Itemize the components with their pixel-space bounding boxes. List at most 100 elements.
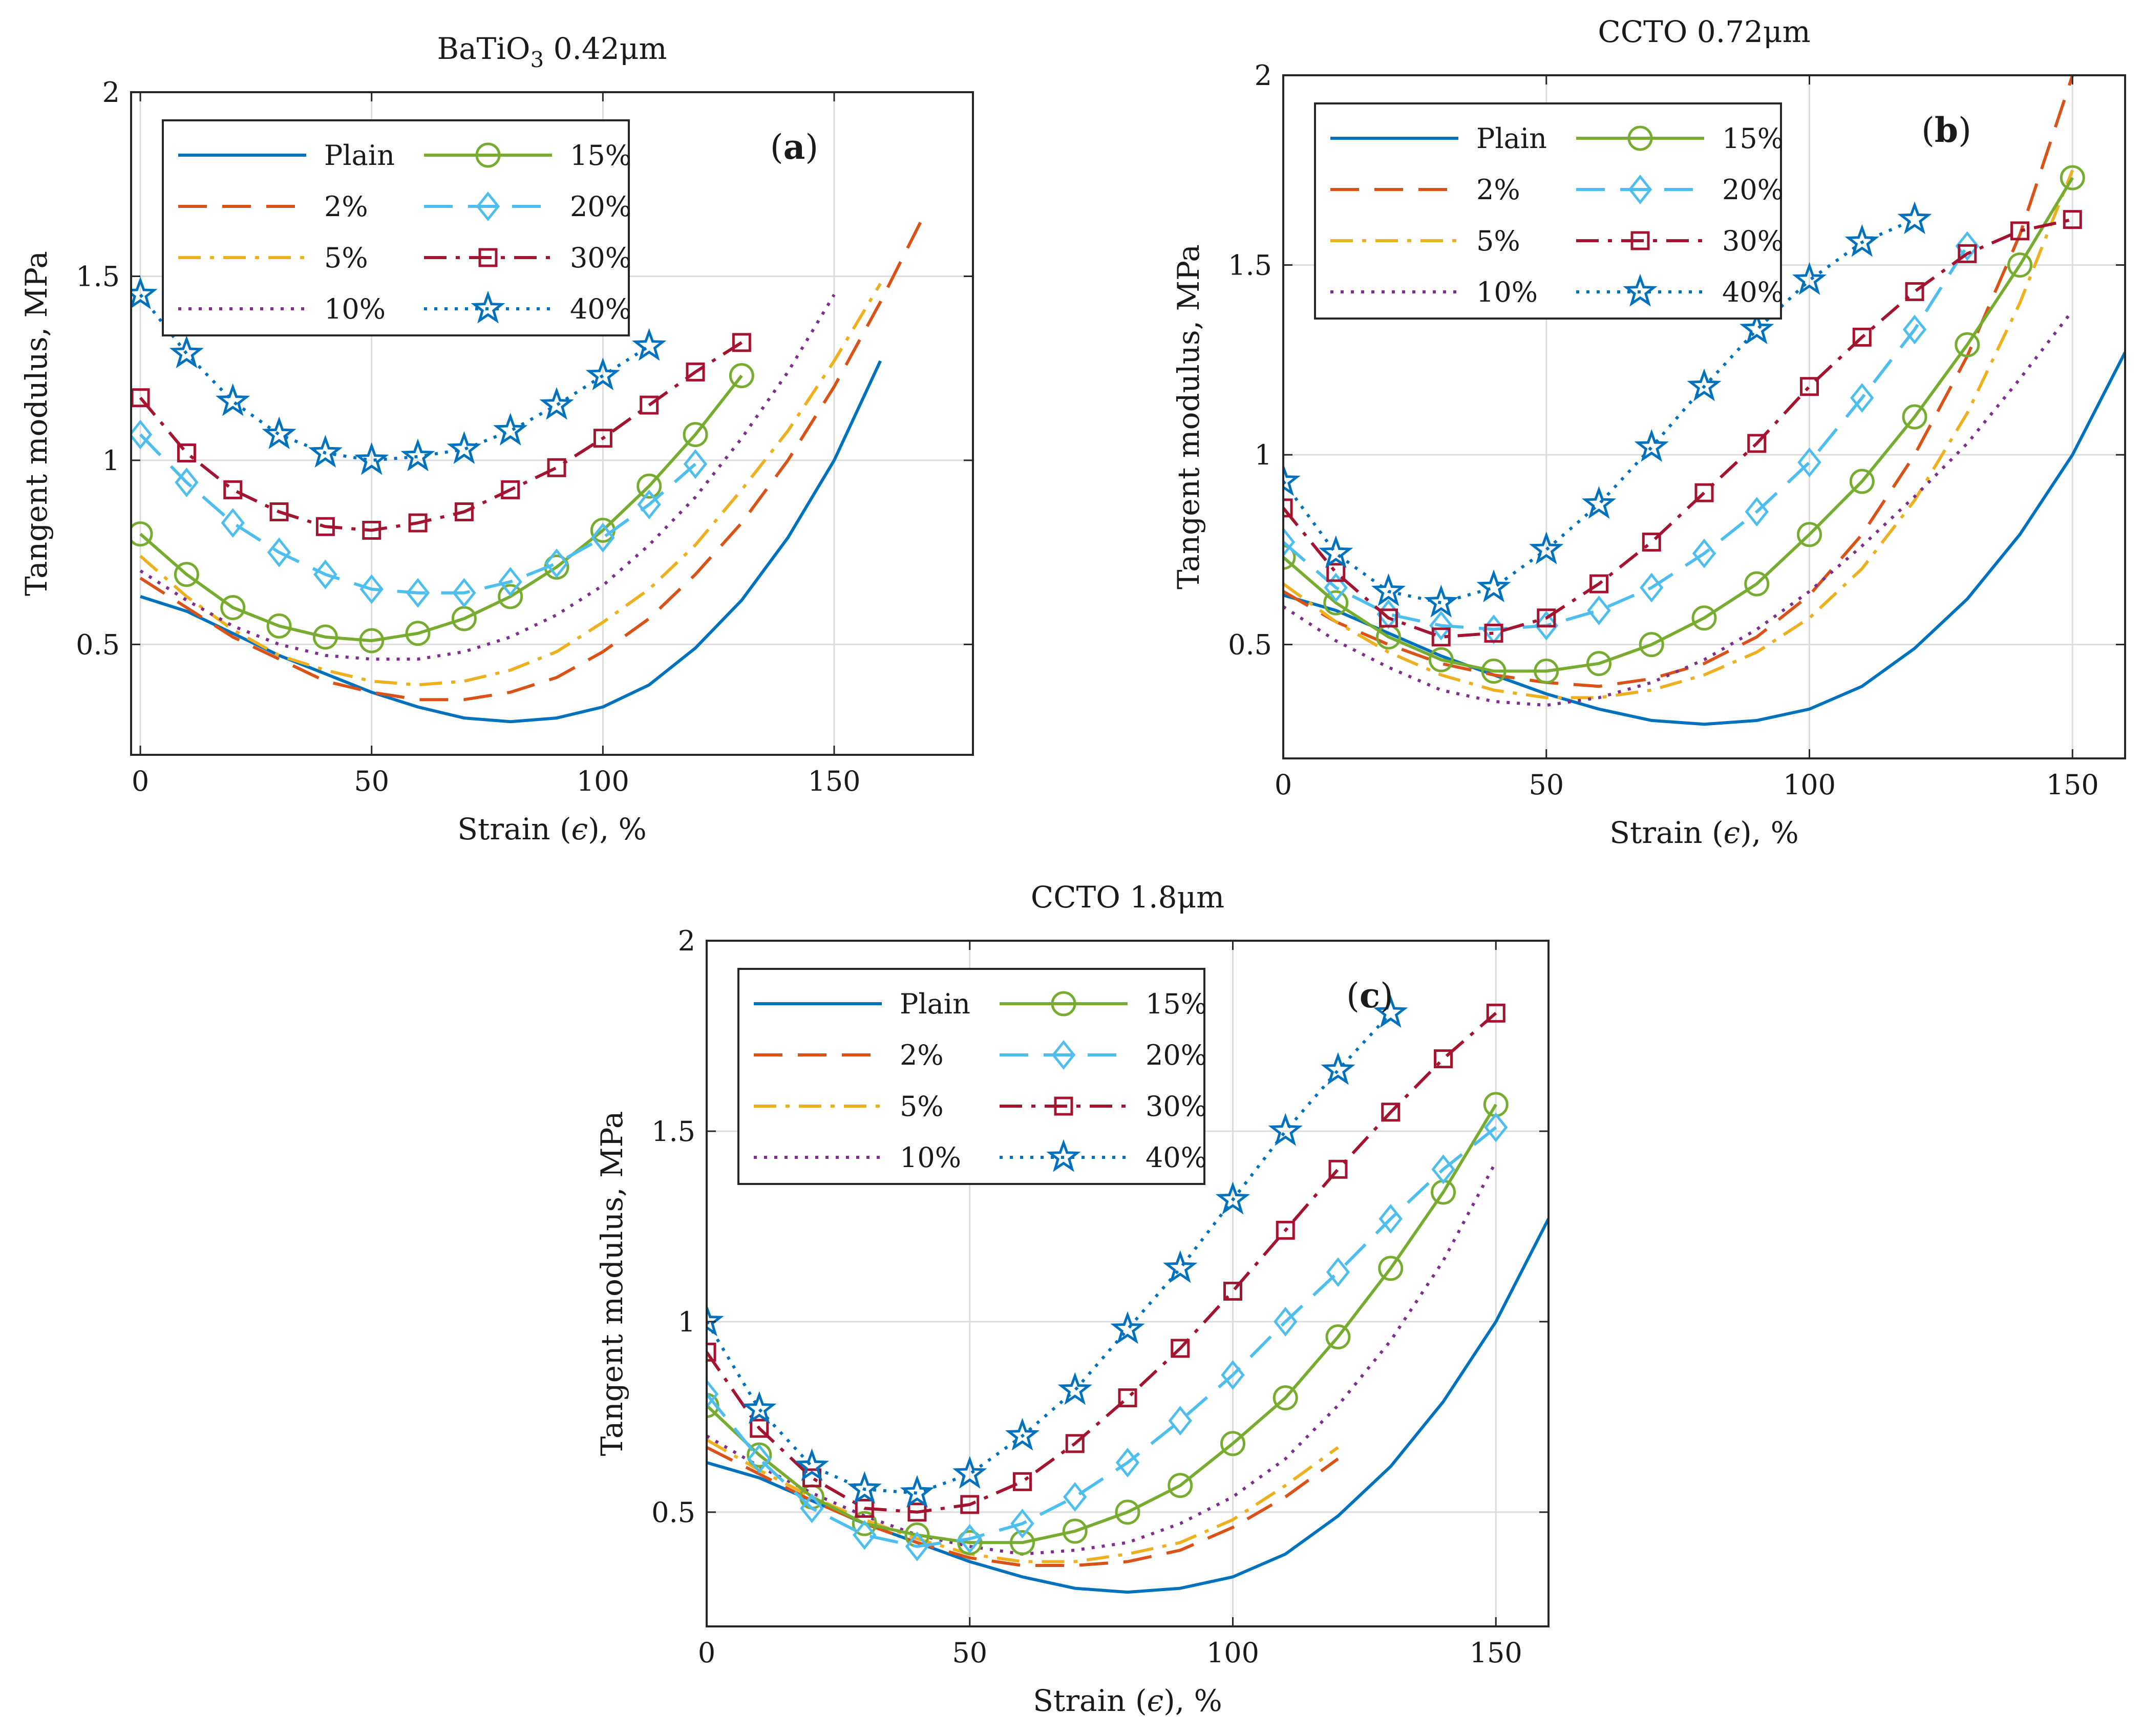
- legend-box: [737, 968, 1205, 1185]
- data-point: [1634, 429, 1669, 462]
- data-point: [1745, 497, 1769, 527]
- data-point: [1740, 311, 1774, 345]
- data-point: [707, 1379, 719, 1409]
- data-point: [1428, 647, 1454, 672]
- data-point: [585, 357, 620, 391]
- data-point: [362, 520, 381, 540]
- data-point: [1324, 573, 1348, 603]
- panel-a: 0 50 100 150 0.5 1 1.5 2 BaTiO3 0.42μm Strain (ϵ)…: [19, 31, 974, 846]
- y-axis-label: Tangent modulus, MPa: [595, 1111, 629, 1456]
- data-point: [1326, 563, 1346, 582]
- y-tick-label: 1.5: [76, 260, 120, 292]
- legend-box: [162, 119, 630, 336]
- series-line-20pct: [707, 1126, 1497, 1548]
- data-point: [501, 480, 520, 499]
- y-tick-label: 1: [678, 1306, 695, 1338]
- data-point: [1321, 1052, 1355, 1085]
- data-point: [686, 362, 705, 382]
- axes-box: [706, 940, 1550, 1627]
- legend-label: 20%: [1146, 1039, 1207, 1071]
- data-point: [452, 578, 476, 608]
- legend-marker: [1054, 1096, 1073, 1116]
- data-point: [1434, 1049, 1453, 1069]
- data-point: [1800, 377, 1819, 396]
- y-tick-label: 1.5: [651, 1115, 695, 1148]
- data-point: [221, 508, 245, 538]
- data-point: [1486, 1003, 1505, 1023]
- chart-title: BaTiO3 0.42μm: [437, 31, 667, 72]
- data-point: [131, 277, 158, 309]
- data-point: [175, 468, 199, 498]
- data-point: [447, 431, 481, 464]
- legend-label: 2%: [324, 190, 368, 223]
- y-axis-label: Tangent modulus, MPa: [19, 251, 54, 596]
- data-point: [1328, 1159, 1348, 1179]
- legend-label: 5%: [900, 1090, 944, 1123]
- panel-label: (a): [770, 127, 818, 167]
- legend: Plain 2% 5% 10% 15% 20% 30% 40%: [737, 968, 1207, 1185]
- x-tick-label: 0: [1275, 769, 1292, 801]
- data-point: [308, 435, 343, 468]
- x-axis-label: Strain (ϵ), %: [1033, 1683, 1222, 1718]
- data-point: [313, 559, 337, 589]
- data-point: [262, 416, 296, 450]
- data-point: [1639, 632, 1664, 658]
- data-point: [1283, 498, 1293, 518]
- data-point: [1378, 1256, 1404, 1281]
- legend-label: 30%: [570, 242, 631, 274]
- data-point: [747, 1442, 772, 1468]
- data-point: [1373, 994, 1408, 1028]
- data-point: [2010, 221, 2029, 241]
- legend-label: 20%: [570, 190, 631, 223]
- data-point: [1062, 1518, 1088, 1544]
- data-point: [359, 574, 384, 604]
- data-point: [1379, 608, 1398, 628]
- data-point: [1171, 1339, 1190, 1358]
- data-point: [852, 1511, 877, 1536]
- x-tick-label: 100: [577, 765, 629, 797]
- data-point: [1283, 527, 1296, 557]
- data-point: [1431, 1154, 1455, 1184]
- y-tick-label: 2: [102, 76, 120, 109]
- x-tick-label: 50: [952, 1637, 987, 1669]
- legend-label: 5%: [1476, 225, 1520, 257]
- legend-marker: [1627, 125, 1653, 151]
- data-point: [1747, 434, 1767, 453]
- legend-marker: [1051, 1040, 1076, 1070]
- legend-label: Plain: [1476, 122, 1547, 155]
- data-point: [266, 613, 292, 639]
- data-point: [747, 1444, 771, 1474]
- panel-label: (c): [1346, 976, 1393, 1015]
- x-tick-label: 100: [1783, 769, 1836, 801]
- legend-label: 20%: [1722, 174, 1784, 206]
- data-point: [216, 383, 250, 416]
- data-point: [1220, 1431, 1245, 1456]
- series-layer: [131, 209, 928, 724]
- legend-marker: [1046, 1139, 1081, 1172]
- data-point: [952, 1456, 987, 1489]
- data-point: [1013, 1472, 1032, 1491]
- x-tick-label: 150: [1470, 1637, 1522, 1669]
- data-point: [544, 548, 569, 579]
- data-point: [223, 480, 243, 499]
- data-point: [267, 537, 291, 567]
- data-point: [707, 1342, 716, 1362]
- data-point: [1110, 1311, 1145, 1344]
- y-tick-label: 1: [102, 444, 120, 477]
- data-point: [169, 335, 204, 369]
- y-tick-label: 0.5: [1228, 629, 1272, 661]
- series-line-10pct: [139, 293, 836, 661]
- x-tick-label: 50: [1529, 769, 1564, 801]
- data-point: [315, 517, 335, 536]
- legend-label: Plain: [324, 139, 395, 172]
- legend-label: 40%: [1146, 1141, 1207, 1174]
- legend-label: 5%: [324, 242, 368, 274]
- series-line-30pct: [707, 1012, 1497, 1514]
- data-point: [1849, 469, 1875, 494]
- data-point: [1268, 1113, 1303, 1146]
- data-point: [1215, 1181, 1250, 1215]
- data-point: [957, 1530, 983, 1555]
- data-point: [742, 1391, 777, 1424]
- data-point: [2007, 252, 2032, 278]
